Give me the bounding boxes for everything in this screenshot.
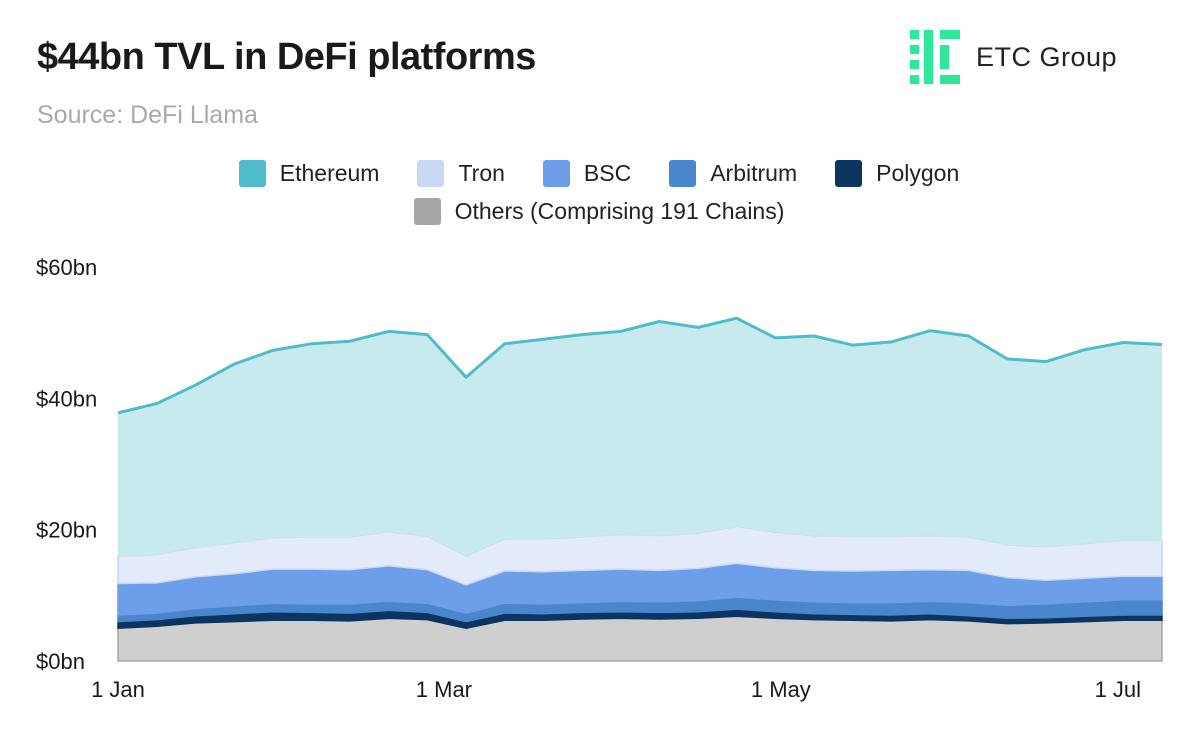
y-tick-label: $60bn [36,255,97,280]
legend-swatch-tron [417,160,445,187]
legend-label-ethereum: Ethereum [279,160,380,186]
area-layers [117,318,1163,662]
etc-group-logo-icon [910,30,960,84]
legend-label-tron: Tron [458,160,505,186]
legend-swatch-arbitrum [669,160,697,187]
legend-swatch-bsc [542,160,570,187]
x-tick-label: 1 Jan [91,677,145,702]
legend-item-bsc: BSC [542,160,632,187]
legend-label-arbitrum: Arbitrum [710,160,798,186]
legend-item-polygon: Polygon [835,160,959,187]
legend-label-bsc: BSC [583,160,632,186]
etc-group-logo: ETC Group [910,30,1117,84]
legend-swatch-polygon [835,160,863,187]
legend-row-2: Others (Comprising 191 Chains) [0,198,1198,225]
ethereum-outline [117,316,1163,415]
legend-item-ethereum: Ethereum [238,160,380,187]
legend-item-tron: Tron [417,160,505,187]
legend-label-others: Others (Comprising 191 Chains) [454,198,785,224]
x-axis: 1 Jan 1 Mar 1 May 1 Jul [91,677,1141,702]
legend-item-arbitrum: Arbitrum [669,160,797,187]
y-axis: $0bn $20bn $40bn $60bn [36,255,97,674]
x-tick-label: 1 Jul [1095,677,1141,702]
chart-subtitle: Source: DeFi Llama [37,101,258,129]
y-tick-label: $40bn [36,386,97,411]
ethereum-line [117,316,1163,415]
y-tick-label: $20bn [36,518,97,543]
logo-text: ETC Group [976,41,1118,72]
legend-swatch-ethereum [238,160,266,187]
legend-item-others: Others (Comprising 191 Chains) [413,198,785,225]
legend-label-polygon: Polygon [876,160,960,186]
x-tick-label: 1 Mar [416,677,472,702]
legend-swatch-others [413,198,441,225]
chart-title: $44bn TVL in DeFi platforms [37,36,536,78]
area-ethereum [118,318,1162,556]
y-tick-label: $0bn [36,649,85,674]
legend-row-1: Ethereum Tron BSC Arbitrum Polygon [0,160,1198,187]
x-tick-label: 1 May [751,677,811,702]
